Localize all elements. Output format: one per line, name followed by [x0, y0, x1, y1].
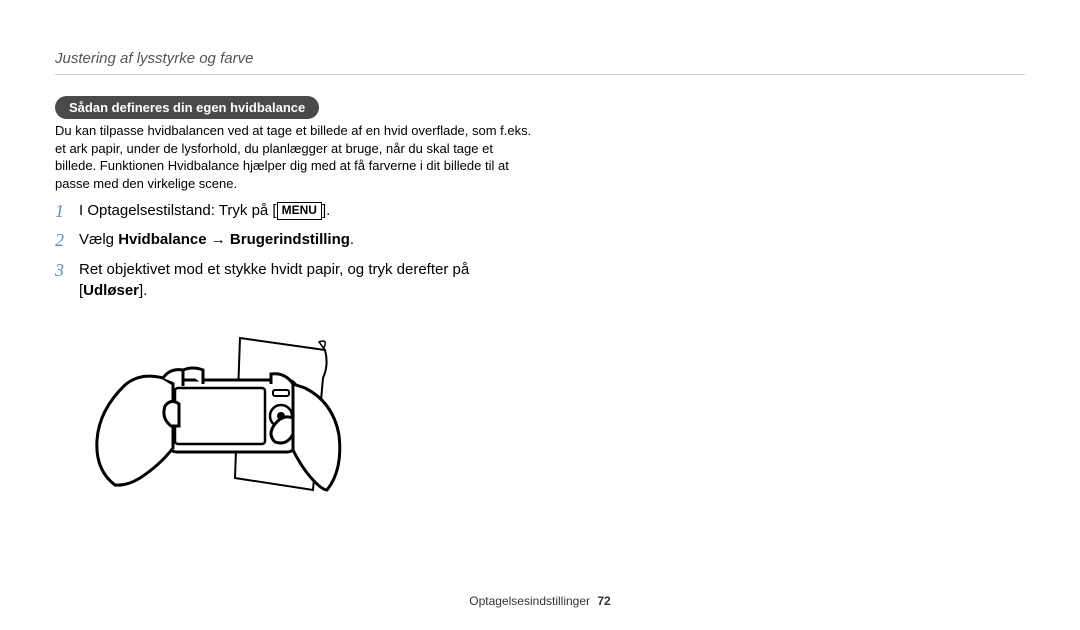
- page-footer: Optagelsesindstillinger 72: [0, 594, 1080, 608]
- intro-paragraph: Du kan tilpasse hvidbalancen ved at tage…: [55, 122, 535, 192]
- step-text: I Optagelsestilstand: Tryk på [MENU].: [79, 200, 330, 221]
- step-text: Vælg Hvidbalance → Brugerindstilling.: [79, 229, 354, 250]
- step2-bold1: Hvidbalance: [118, 231, 206, 248]
- header-divider: [55, 74, 1025, 75]
- step-list: 1 I Optagelsestilstand: Tryk på [MENU]. …: [55, 200, 575, 307]
- step-number: 3: [55, 259, 79, 282]
- step-row-2: 2 Vælg Hvidbalance → Brugerindstilling.: [55, 229, 575, 252]
- step2-arrow: →: [207, 231, 230, 248]
- step1-post: ].: [322, 202, 330, 219]
- step-number: 1: [55, 200, 79, 223]
- footer-section: Optagelsesindstillinger: [469, 594, 590, 608]
- section-heading-pill: Sådan defineres din egen hvidbalance: [55, 96, 319, 119]
- step2-post: .: [350, 231, 354, 248]
- breadcrumb: Justering af lysstyrke og farve: [55, 50, 253, 67]
- page-number: 72: [597, 594, 610, 608]
- step3-line1: Ret objektivet mod et stykke hvidt papir…: [79, 261, 469, 278]
- step-text: Ret objektivet mod et stykke hvidt papir…: [79, 259, 469, 301]
- step-number: 2: [55, 229, 79, 252]
- step-row-1: 1 I Optagelsestilstand: Tryk på [MENU].: [55, 200, 575, 223]
- camera-illustration: [75, 330, 345, 500]
- step3-line2-bold: Udløser: [83, 282, 139, 299]
- step1-pre: I Optagelsestilstand: Tryk på [: [79, 202, 277, 219]
- step3-line2-post: ].: [139, 282, 147, 299]
- step2-pre: Vælg: [79, 231, 118, 248]
- step2-bold2: Brugerindstilling: [230, 231, 350, 248]
- step-row-3: 3 Ret objektivet mod et stykke hvidt pap…: [55, 259, 575, 301]
- menu-icon: MENU: [277, 202, 322, 220]
